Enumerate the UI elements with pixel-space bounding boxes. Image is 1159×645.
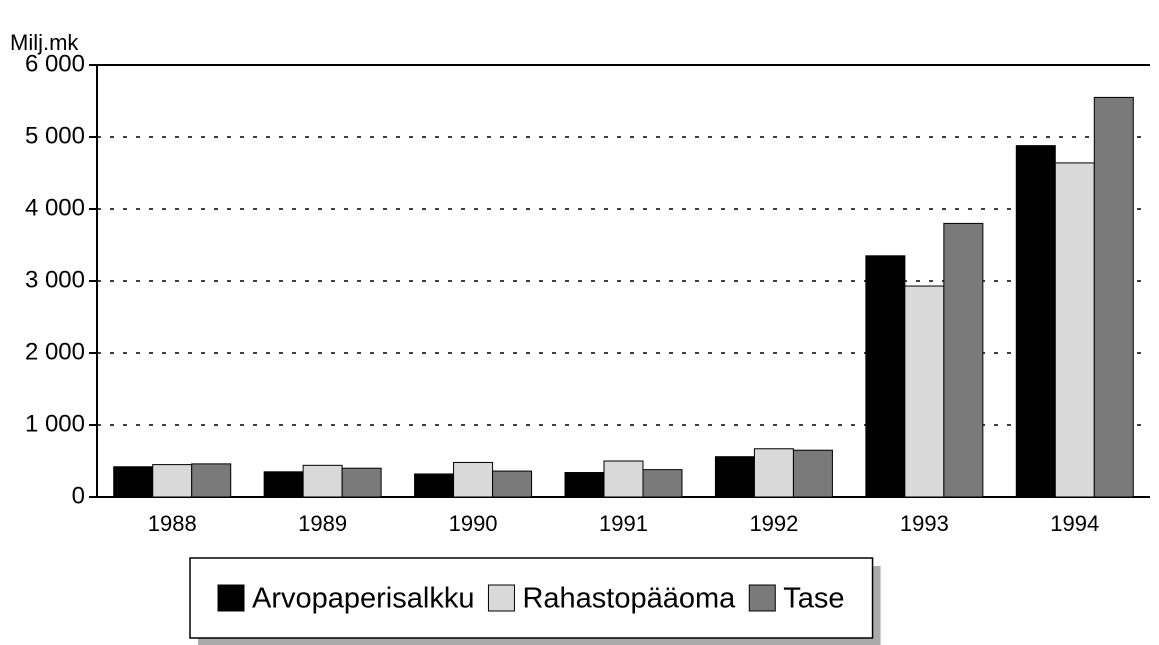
y-axis-label: Milj.mk [10,30,79,55]
bar [603,460,644,498]
bar [113,466,154,498]
bar [943,222,984,498]
bar [302,464,343,498]
bar [865,255,906,498]
legend-swatch [487,584,515,612]
bar [564,472,605,498]
bar [1015,145,1056,498]
x-tick-label: 1990 [449,511,498,536]
bar [453,461,494,498]
bar [263,471,304,498]
bar [341,467,382,498]
legend-label: Arvopaperisalkku [252,583,474,615]
y-tick-label: 1 000 [25,410,85,437]
bar [414,473,455,498]
x-tick-label: 1988 [148,511,197,536]
bar [714,456,755,498]
bar [904,285,945,498]
bar [792,449,833,498]
x-tick-label: 1992 [749,511,798,536]
y-tick-label: 4 000 [25,194,85,221]
bar [753,448,794,498]
legend-label: Tase [783,583,844,615]
bar [492,470,533,498]
bar [1054,162,1095,498]
x-tick-label: 1993 [900,511,949,536]
y-tick-label: 2 000 [25,338,85,365]
legend-swatch [217,584,245,612]
bar [191,463,232,498]
bar [1093,96,1134,498]
y-tick-label: 0 [72,482,85,509]
y-tick-label: 3 000 [25,266,85,293]
x-tick-label: 1991 [599,511,648,536]
bar [642,469,683,498]
x-tick-label: 1994 [1050,511,1099,536]
legend-swatch [748,584,776,612]
legend-label: Rahastopääoma [522,583,736,615]
y-tick-label: 6 000 [25,50,85,77]
y-tick-label: 5 000 [25,122,85,149]
bar [152,464,193,498]
x-tick-label: 1989 [298,511,347,536]
